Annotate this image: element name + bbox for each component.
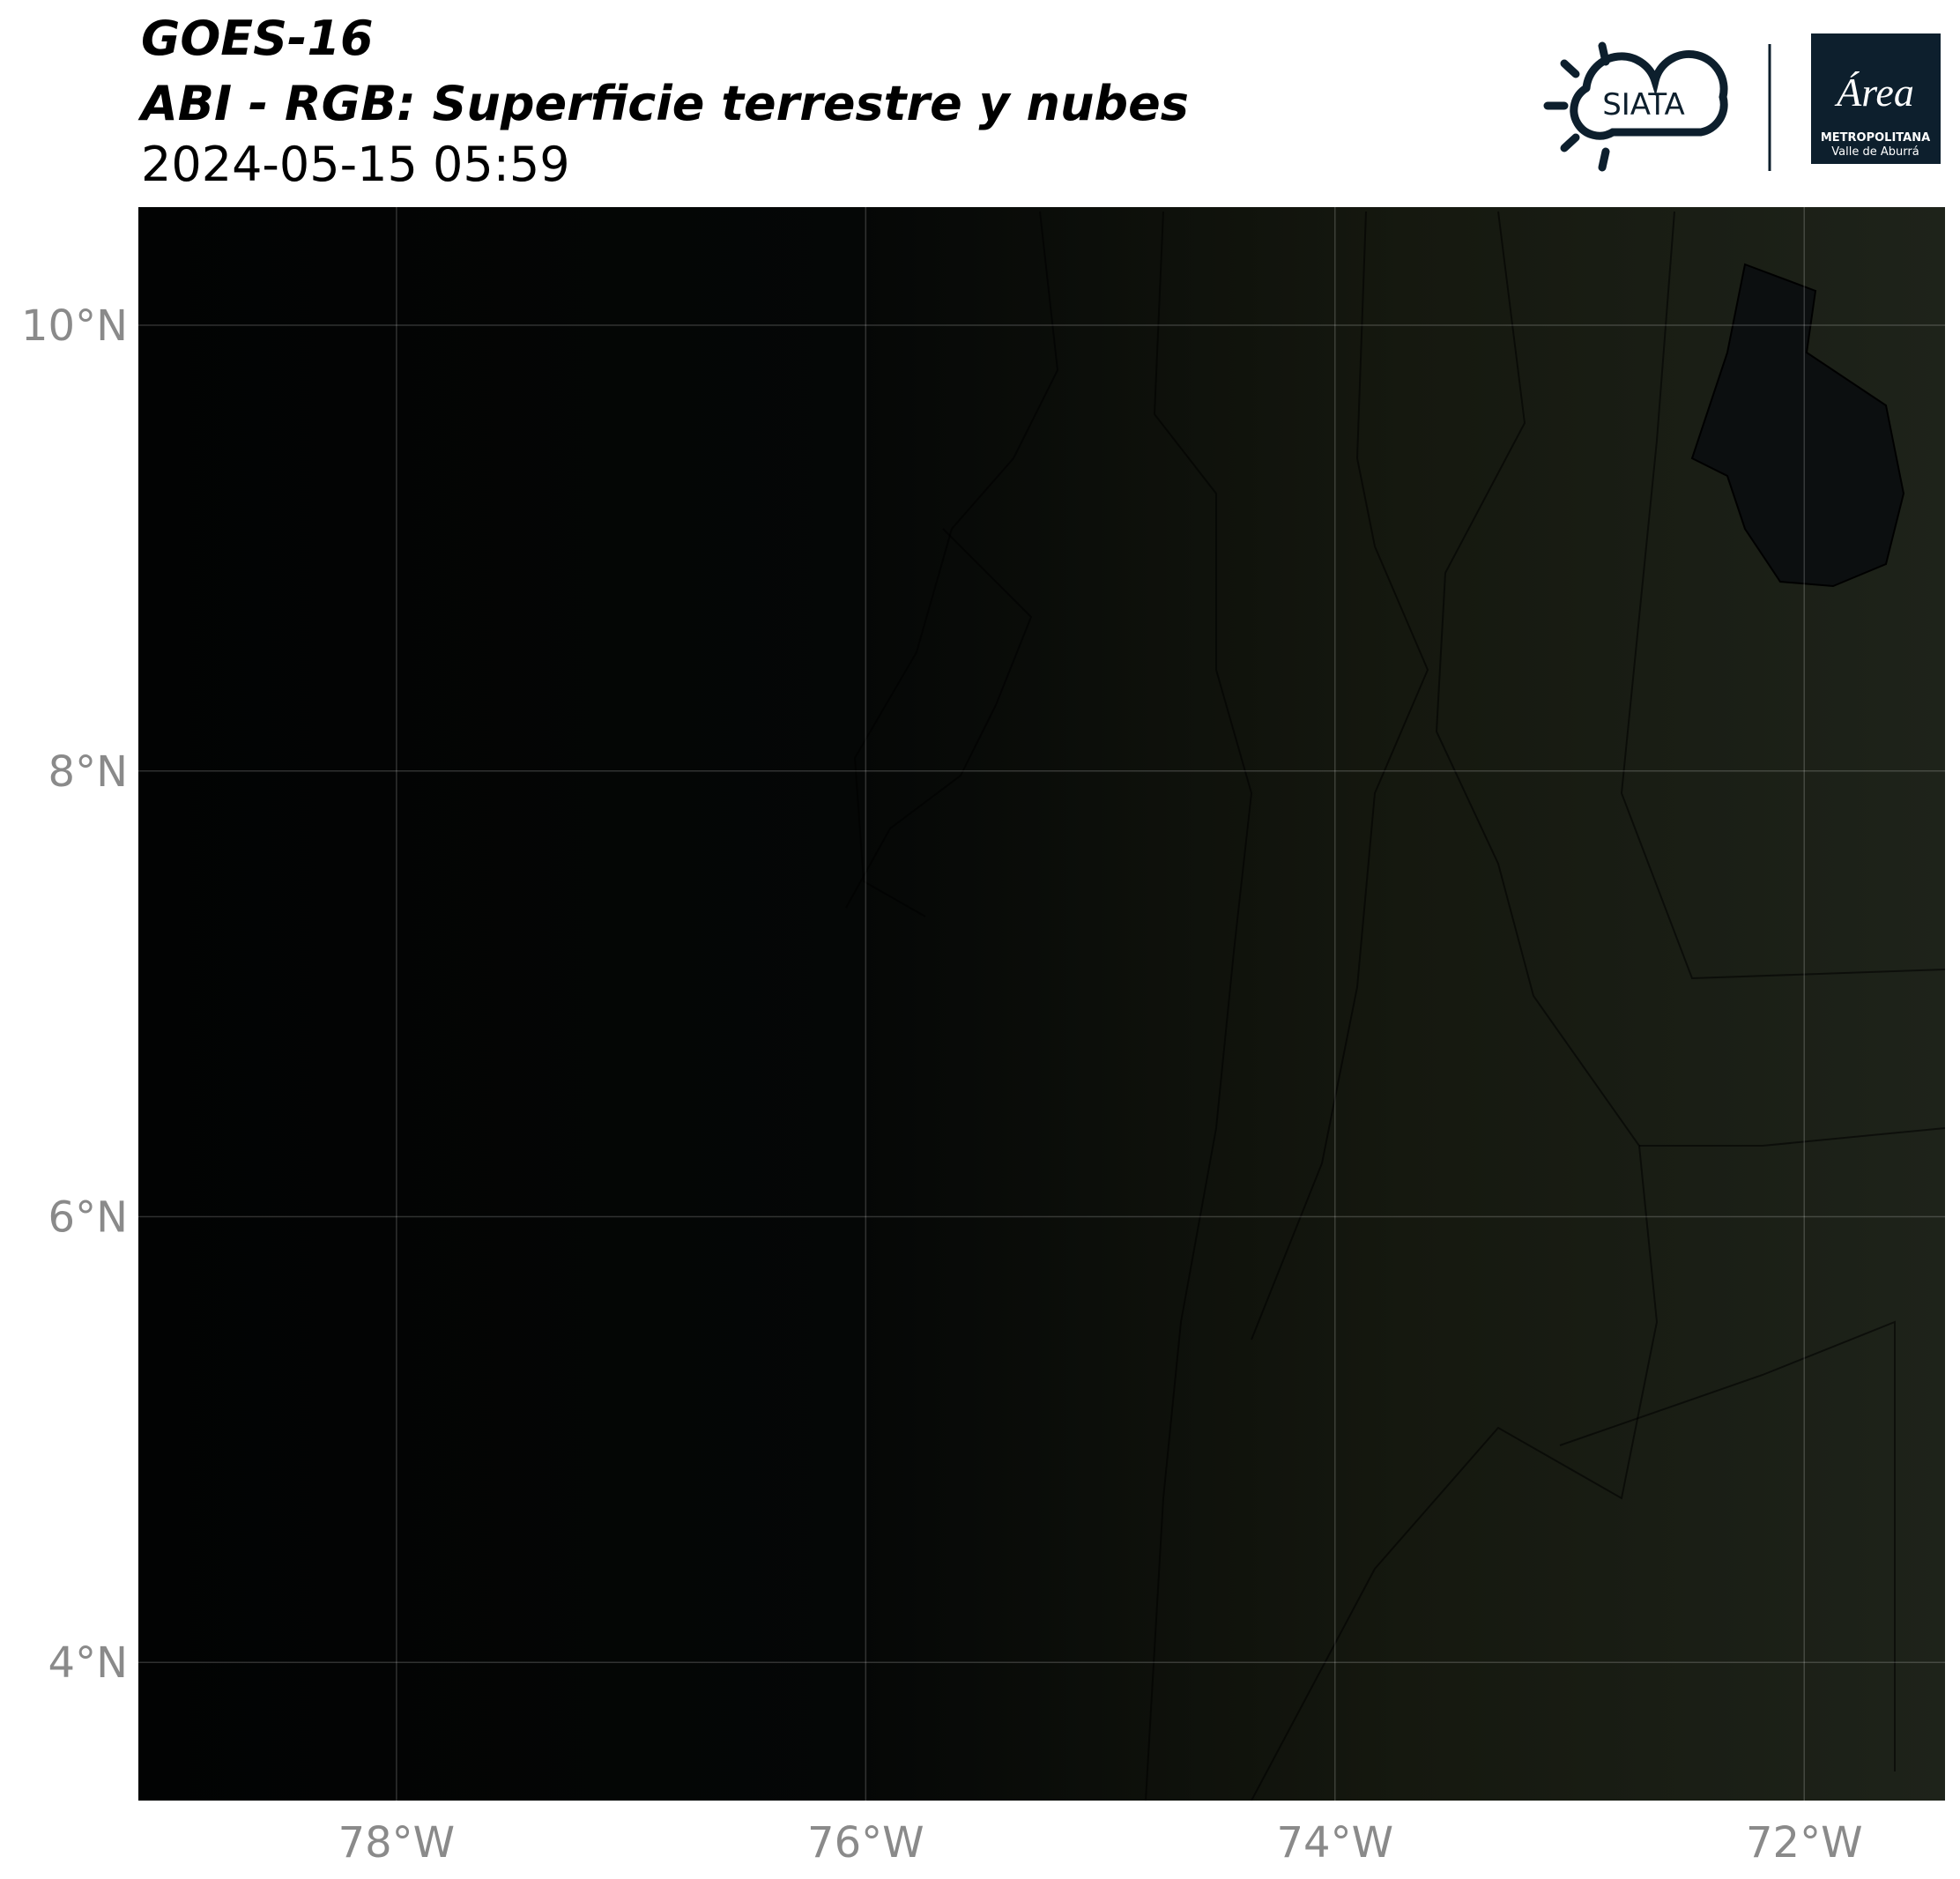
- area-place: Valle de Aburrá: [1831, 145, 1919, 159]
- subtitle: ABI - RGB: Superficie terrestre y nubes: [137, 76, 1189, 131]
- area-logo: Área METROPOLITANA Valle de Aburrá: [1811, 33, 1941, 164]
- x-tick-label: 76°W: [807, 1818, 924, 1868]
- siata-text: SIATA: [1602, 87, 1685, 123]
- y-tick-label: 6°N: [48, 1192, 128, 1242]
- tick-labels: 78°W 76°W 74°W 72°W 4°N 6°N 8°N 10°N: [21, 301, 1863, 1868]
- y-tick-label: 4°N: [48, 1638, 128, 1688]
- y-tick-label: 8°N: [48, 747, 128, 797]
- y-tick-label: 10°N: [21, 301, 128, 351]
- x-tick-label: 72°W: [1746, 1818, 1863, 1868]
- siata-logo: SIATA: [1543, 41, 1728, 172]
- date: 2024-05-15 05:59: [141, 137, 570, 192]
- borders: [845, 211, 1945, 1801]
- satellite-image: [138, 207, 1945, 1801]
- grid: [138, 207, 1945, 1801]
- area-text: Área: [1834, 70, 1914, 115]
- x-tick-label: 74°W: [1277, 1818, 1394, 1868]
- lake-maracaibo: [1690, 263, 1905, 588]
- title: GOES-16: [141, 11, 374, 66]
- x-tick-label: 78°W: [338, 1818, 456, 1868]
- map-plot: [138, 207, 1945, 1801]
- area-name: METROPOLITANA: [1821, 131, 1930, 145]
